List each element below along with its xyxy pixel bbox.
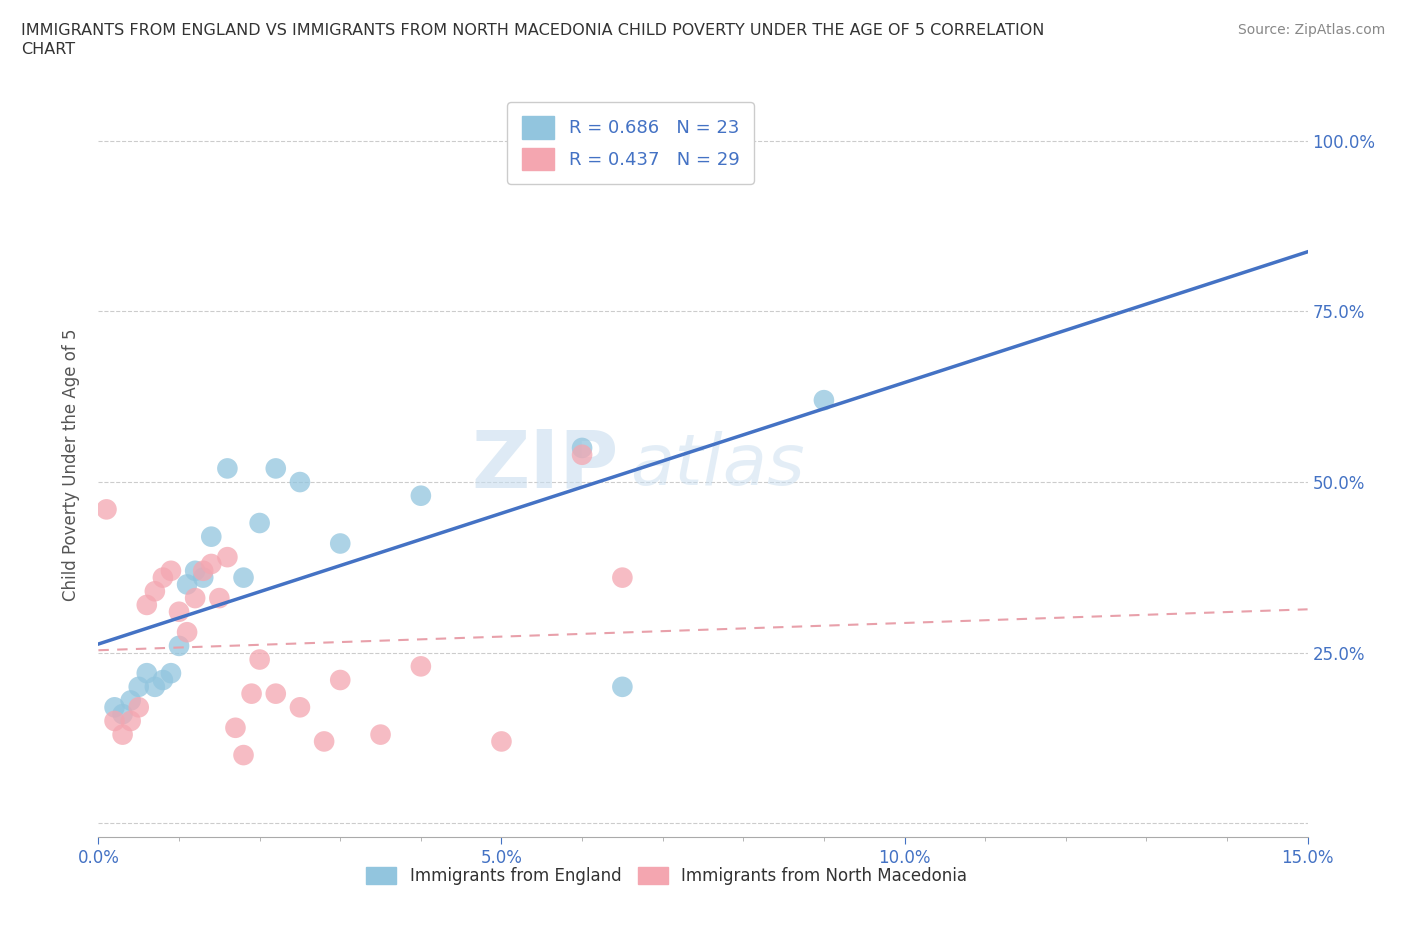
- Text: CHART: CHART: [21, 42, 75, 57]
- Point: [96, 502, 118, 517]
- Point: [232, 748, 254, 763]
- Point: [329, 672, 352, 687]
- Point: [329, 536, 352, 551]
- Point: [193, 564, 215, 578]
- Point: [264, 686, 287, 701]
- Point: [217, 550, 239, 565]
- Point: [160, 666, 183, 681]
- Y-axis label: Child Poverty Under the Age of 5: Child Poverty Under the Age of 5: [62, 328, 80, 602]
- Point: [111, 727, 134, 742]
- Point: [571, 447, 593, 462]
- Point: [813, 392, 835, 407]
- Point: [120, 693, 142, 708]
- Point: [612, 680, 634, 695]
- Point: [240, 686, 263, 701]
- Point: [143, 584, 166, 599]
- Point: [103, 700, 125, 715]
- Point: [143, 680, 166, 695]
- Point: [571, 441, 593, 456]
- Point: [288, 700, 311, 715]
- Point: [176, 625, 198, 640]
- Point: [128, 700, 150, 715]
- Point: [160, 564, 183, 578]
- Point: [249, 652, 271, 667]
- Point: [217, 461, 239, 476]
- Point: [249, 515, 271, 530]
- Point: [167, 638, 190, 653]
- Point: [184, 564, 207, 578]
- Point: [264, 461, 287, 476]
- Point: [409, 659, 432, 674]
- Point: [128, 680, 150, 695]
- Point: [200, 556, 222, 571]
- Point: [103, 713, 125, 728]
- Point: [314, 734, 336, 749]
- Point: [232, 570, 254, 585]
- Point: [152, 570, 174, 585]
- Legend: Immigrants from England, Immigrants from North Macedonia: Immigrants from England, Immigrants from…: [360, 860, 974, 892]
- Text: ZIP: ZIP: [471, 426, 619, 504]
- Point: [208, 591, 231, 605]
- Point: [370, 727, 392, 742]
- Point: [176, 577, 198, 591]
- Point: [184, 591, 207, 605]
- Point: [135, 597, 157, 612]
- Point: [224, 721, 246, 736]
- Text: atlas: atlas: [630, 431, 806, 499]
- Point: [200, 529, 222, 544]
- Point: [135, 666, 157, 681]
- Point: [491, 734, 513, 749]
- Text: Source: ZipAtlas.com: Source: ZipAtlas.com: [1237, 23, 1385, 37]
- Point: [612, 570, 634, 585]
- Point: [152, 672, 174, 687]
- Point: [193, 570, 215, 585]
- Point: [288, 474, 311, 489]
- Point: [120, 713, 142, 728]
- Point: [167, 604, 190, 619]
- Text: IMMIGRANTS FROM ENGLAND VS IMMIGRANTS FROM NORTH MACEDONIA CHILD POVERTY UNDER T: IMMIGRANTS FROM ENGLAND VS IMMIGRANTS FR…: [21, 23, 1045, 38]
- Point: [111, 707, 134, 722]
- Point: [409, 488, 432, 503]
